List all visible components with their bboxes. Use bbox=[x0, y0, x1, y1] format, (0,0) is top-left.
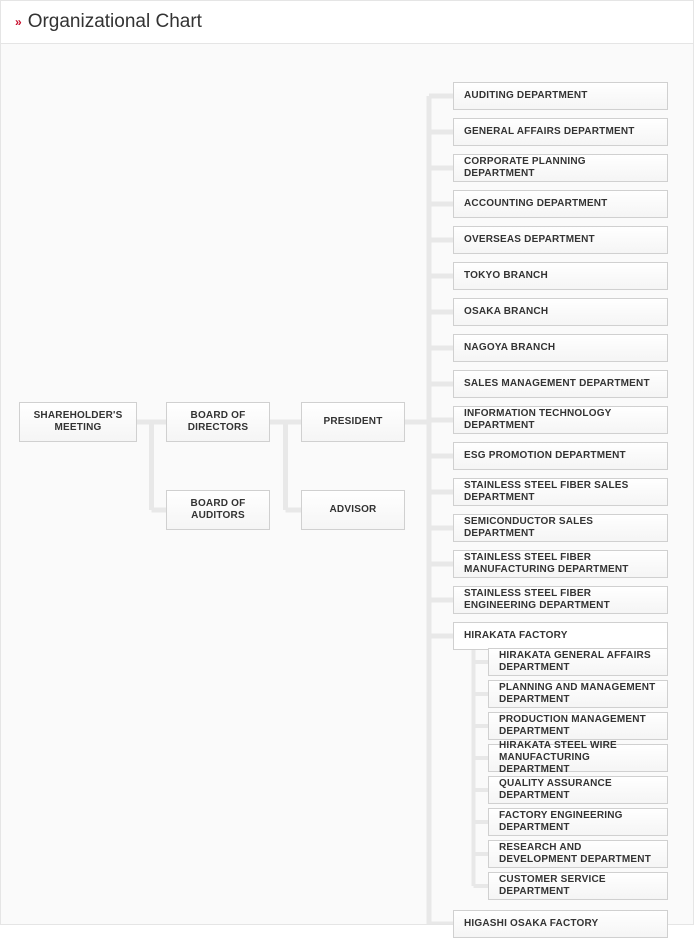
org-chart-panel: » Organizational Chart AUDITING DEPARTME… bbox=[0, 0, 694, 925]
factory-sub-4: QUALITY ASSURANCE DEPARTMENT bbox=[488, 776, 668, 804]
dept-11: STAINLESS STEEL FIBER SALES DEPARTMENT bbox=[453, 478, 668, 506]
factory-sub-2: PRODUCTION MANAGEMENT DEPARTMENT bbox=[488, 712, 668, 740]
dept-2: CORPORATE PLANNING DEPARTMENT bbox=[453, 154, 668, 182]
factory-sub-3: HIRAKATA STEEL WIRE MANUFACTURING DEPART… bbox=[488, 744, 668, 772]
advisor: ADVISOR bbox=[301, 490, 405, 530]
higashi-osaka-factory: HIGASHI OSAKA FACTORY bbox=[453, 910, 668, 938]
dept-5: TOKYO BRANCH bbox=[453, 262, 668, 290]
factory-sub-5: FACTORY ENGINEERING DEPARTMENT bbox=[488, 808, 668, 836]
dept-13: STAINLESS STEEL FIBER MANUFACTURING DEPA… bbox=[453, 550, 668, 578]
dept-10: ESG PROMOTION DEPARTMENT bbox=[453, 442, 668, 470]
shareholders-meeting: SHAREHOLDER'S MEETING bbox=[19, 402, 137, 442]
dept-1: GENERAL AFFAIRS DEPARTMENT bbox=[453, 118, 668, 146]
dept-3: ACCOUNTING DEPARTMENT bbox=[453, 190, 668, 218]
chevron-right-icon: » bbox=[15, 15, 20, 29]
dept-6: OSAKA BRANCH bbox=[453, 298, 668, 326]
dept-7: NAGOYA BRANCH bbox=[453, 334, 668, 362]
board-of-auditors: BOARD OF AUDITORS bbox=[166, 490, 270, 530]
dept-8: SALES MANAGEMENT DEPARTMENT bbox=[453, 370, 668, 398]
dept-12: SEMICONDUCTOR SALES DEPARTMENT bbox=[453, 514, 668, 542]
factory-sub-0: HIRAKATA GENERAL AFFAIRS DEPARTMENT bbox=[488, 648, 668, 676]
board-of-directors: BOARD OF DIRECTORS bbox=[166, 402, 270, 442]
panel-title: Organizational Chart bbox=[28, 11, 202, 33]
factory-sub-6: RESEARCH AND DEVELOPMENT DEPARTMENT bbox=[488, 840, 668, 868]
factory-sub-7: CUSTOMER SERVICE DEPARTMENT bbox=[488, 872, 668, 900]
dept-0: AUDITING DEPARTMENT bbox=[453, 82, 668, 110]
factory-sub-1: PLANNING AND MANAGEMENT DEPARTMENT bbox=[488, 680, 668, 708]
dept-14: STAINLESS STEEL FIBER ENGINEERING DEPART… bbox=[453, 586, 668, 614]
hirakata-factory: HIRAKATA FACTORY bbox=[453, 622, 668, 650]
president: PRESIDENT bbox=[301, 402, 405, 442]
chart-canvas: AUDITING DEPARTMENT GENERAL AFFAIRS DEPAR… bbox=[1, 44, 693, 924]
panel-header: » Organizational Chart bbox=[1, 1, 693, 44]
dept-4: OVERSEAS DEPARTMENT bbox=[453, 226, 668, 254]
dept-9: INFORMATION TECHNOLOGY DEPARTMENT bbox=[453, 406, 668, 434]
